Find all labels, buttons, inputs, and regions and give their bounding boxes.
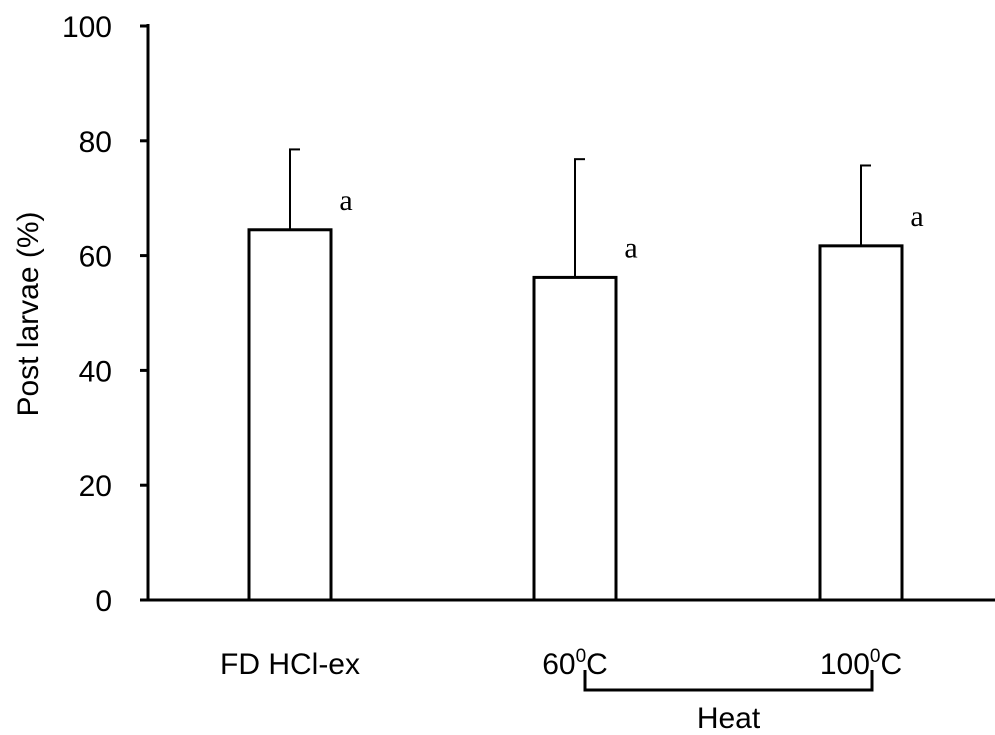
y-tick-label: 100 [62,11,112,44]
y-tick-label: 40 [79,355,112,388]
bar [247,228,333,602]
y-tick-label: 0 [95,585,112,618]
y-tick-label: 80 [79,126,112,159]
group-bracket-line [583,670,874,692]
group-bracket: Heat [583,670,874,735]
category-label: 1000C [820,646,902,681]
y-tick-label: 60 [79,241,112,274]
bar [532,275,618,602]
category-label: 600C [542,646,608,681]
significance-label: a [339,184,352,217]
significance-label: a [910,200,923,233]
group-bracket-label: Heat [697,702,761,735]
category-labels: FD HCl-ex 600C 1000C [220,646,902,681]
bars: a a a [247,148,924,602]
significance-label: a [624,231,637,264]
y-tick-label: 20 [79,470,112,503]
bar [818,244,904,602]
y-axis-title: Post larvae (%) [12,211,45,416]
category-label: FD HCl-ex [220,648,360,681]
